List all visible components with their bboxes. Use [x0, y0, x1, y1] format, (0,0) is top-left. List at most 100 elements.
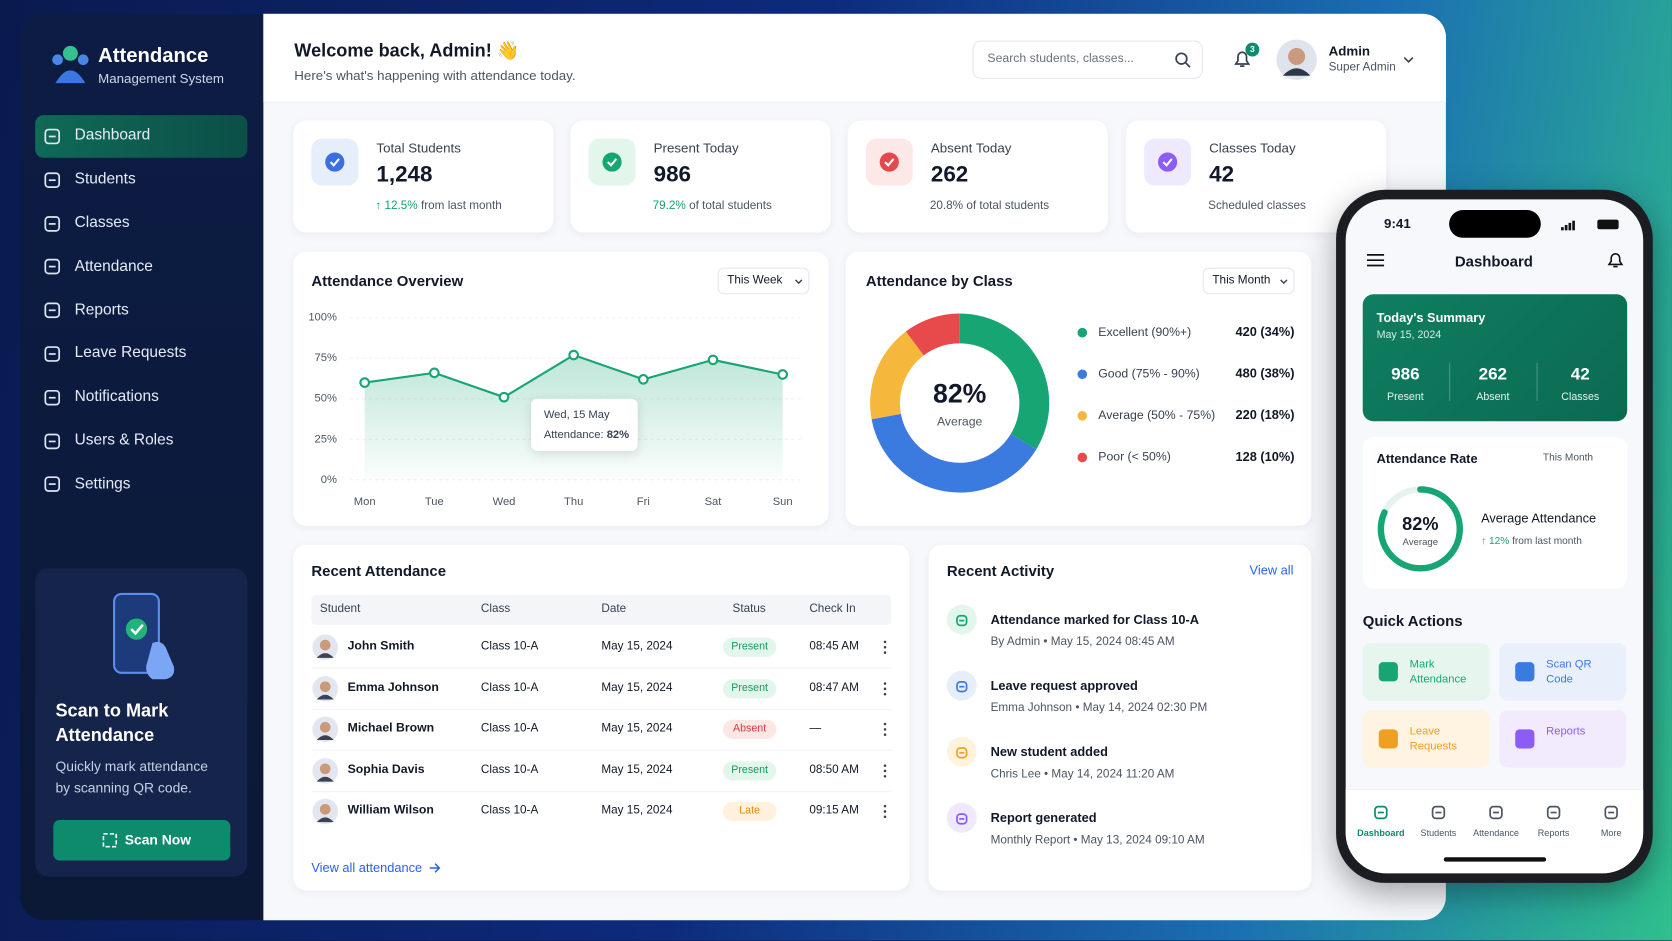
activity-icon-bg — [946, 670, 977, 701]
stat-icon-shape — [1162, 158, 1173, 167]
column-header: Check In — [809, 602, 856, 616]
icon — [1546, 805, 1561, 820]
date-cell: May 15, 2024 — [601, 681, 673, 695]
home-indicator — [1443, 857, 1547, 862]
quick-icon-bg — [1378, 729, 1398, 749]
status-pill — [722, 760, 777, 780]
icon-shape — [956, 813, 968, 825]
logo — [52, 45, 89, 84]
icon-shape — [1546, 805, 1561, 820]
x-tick-label: Tue — [425, 496, 444, 508]
point — [498, 391, 510, 403]
page-title: Welcome back, Admin! 👋 — [294, 40, 520, 61]
icon-shape — [44, 172, 61, 188]
student-avatar — [312, 675, 339, 702]
icon-shape — [956, 614, 968, 627]
tab-label[interactable]: Reports — [1537, 827, 1570, 838]
nav-item[interactable]: Reports — [74, 301, 129, 319]
avatar — [1276, 39, 1317, 80]
nav-item[interactable]: Leave Requests — [74, 344, 187, 362]
stat-note: 20.8% of total students — [929, 199, 1050, 213]
avatar-shape — [316, 776, 334, 782]
kebab-dot — [883, 733, 887, 736]
nav-item[interactable]: Notifications — [74, 388, 159, 406]
filter-label[interactable]: This Month — [1212, 274, 1271, 288]
nav-item[interactable]: Attendance — [74, 257, 153, 275]
class-cell: Class 10-A — [480, 763, 539, 777]
rate-note-line: ↑ 12% from last month — [1481, 535, 1582, 548]
donut-center-label: Average — [937, 414, 983, 428]
quick-icon-bg — [1515, 662, 1535, 682]
scan-button-label[interactable]: Scan Now — [124, 831, 192, 848]
filter-dropdown[interactable] — [1202, 267, 1295, 295]
stat-highlight: ↑ 12.5% — [375, 199, 418, 213]
filter-label[interactable]: This Week — [727, 274, 783, 288]
qr-shape — [102, 833, 118, 848]
date-cell: May 15, 2024 — [601, 640, 673, 653]
tab-label[interactable]: Dashboard — [1357, 827, 1405, 838]
status-pill — [722, 719, 777, 739]
quick-action-label[interactable]: Leave Requests — [1409, 725, 1457, 753]
stat-note: from last month — [420, 199, 502, 213]
view-all-attendance[interactable]: View all attendance — [311, 860, 423, 876]
rate-note: from last month — [1512, 535, 1582, 548]
nav-item[interactable]: Classes — [74, 214, 130, 232]
logo-shape — [52, 54, 63, 66]
scan-title: Scan to Mark Attendance — [55, 700, 169, 746]
kebab-dot — [883, 645, 887, 649]
nav-item[interactable]: Dashboard — [74, 127, 151, 145]
student-name: John Smith — [347, 639, 415, 653]
signal-bar — [1561, 227, 1564, 231]
quick-action-label[interactable]: Mark Attendance — [1409, 657, 1467, 686]
donut-segment — [905, 313, 960, 356]
chart-title: Attendance Overview — [311, 271, 464, 289]
activity-view-all[interactable]: View all — [1249, 562, 1294, 578]
avatar-shape — [319, 762, 331, 774]
phone-bell — [1607, 252, 1624, 268]
avatar-shape — [1288, 47, 1306, 66]
logo-shape — [62, 45, 78, 61]
summary-divider — [1536, 362, 1538, 401]
stat-icon — [879, 152, 899, 172]
row-divider — [311, 749, 892, 751]
search-placeholder[interactable]: Search students, classes... — [987, 52, 1134, 66]
chevron — [1403, 57, 1414, 63]
quick-actions-title: Quick Actions — [1362, 611, 1463, 629]
avatar-shape — [319, 803, 331, 815]
icon — [956, 747, 968, 759]
tab-label[interactable]: Attendance — [1473, 827, 1519, 838]
status-cell: Present — [731, 764, 768, 776]
activity-title: Recent Activity — [946, 561, 1055, 579]
nav-item[interactable]: Users & Roles — [74, 431, 174, 449]
legend-dot — [1077, 369, 1088, 380]
nav-item[interactable]: Students — [74, 170, 136, 188]
chart-title: Attendance by Class — [865, 271, 1013, 289]
class-cell: Class 10-A — [480, 722, 539, 736]
legend-value: 220 (18%) — [1236, 407, 1295, 422]
legend-label: Poor (< 50%) — [1098, 450, 1171, 464]
scan-button[interactable] — [53, 819, 231, 861]
donut-segment — [870, 331, 924, 420]
rate-filter[interactable]: This Month — [1542, 452, 1594, 465]
date-cell: May 15, 2024 — [601, 722, 673, 736]
column-header: Date — [601, 602, 627, 616]
tab-label[interactable]: Students — [1420, 827, 1457, 838]
student-name: Sophia Davis — [347, 763, 425, 776]
legend-dot — [1077, 452, 1088, 463]
summary-value: 262 — [1478, 366, 1508, 385]
class-cell: Class 10-A — [480, 804, 539, 818]
summary-date: May 15, 2024 — [1376, 329, 1442, 342]
kebab-dot — [883, 692, 887, 695]
x-tick-label: Wed — [493, 496, 516, 508]
quick-action-label[interactable]: Scan QR Code — [1546, 657, 1592, 686]
student-name: Emma Johnson — [347, 680, 439, 694]
quick-action-label[interactable]: Reports — [1546, 725, 1586, 738]
search-box[interactable] — [972, 40, 1203, 79]
nav-item[interactable]: Settings — [74, 475, 131, 493]
filter-dropdown[interactable] — [717, 267, 810, 295]
stat-highlight: 79.2% — [652, 199, 686, 213]
tab-label[interactable]: More — [1600, 827, 1622, 838]
kebab-dot — [883, 804, 887, 808]
x-tick-label: Sat — [705, 496, 723, 508]
